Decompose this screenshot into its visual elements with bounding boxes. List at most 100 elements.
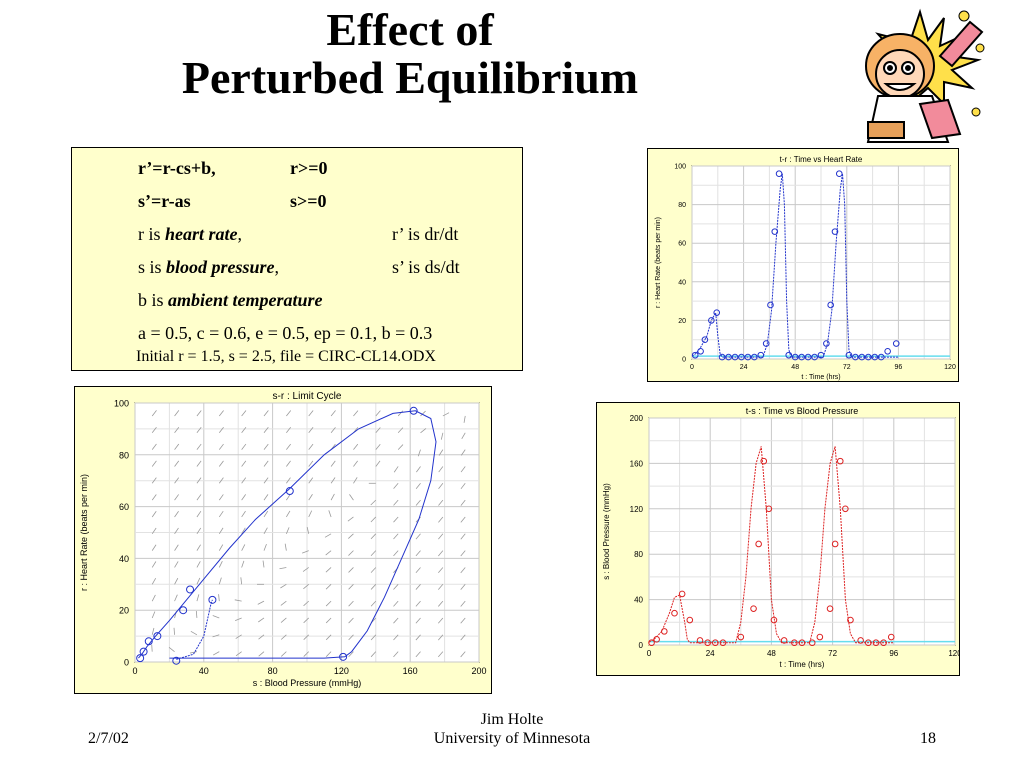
limit-cycle-chart-panel: s-r : Limit Cycle 0 40 80 120 160 200 0 20 40 60 80… [74,386,492,694]
limit-cycle-direction-field-arrow [303,617,309,624]
limit-cycle-data-point [285,487,294,496]
blood-pressure-data-point [831,540,839,548]
heart-rate-y-axis-label: r : Heart Rate (beats per min) [655,217,662,308]
heart-rate-y-tick-label: 80 [678,202,686,209]
heart-rate-data-point [697,347,704,355]
scientist-explosion-cartoon-icon [865,8,985,143]
limit-cycle-data-point [139,647,148,656]
blood-pressure-data-point [780,637,788,644]
limit-cycle-direction-field-arrow [463,415,466,423]
limit-cycle-direction-field-arrow [280,583,287,589]
blood-pressure-chart-panel: t-s : Time vs Blood Pressure 0 24 48 72 96 12 0… [596,402,962,676]
limit-cycle-direction-field-arrow [218,410,224,417]
limit-cycle-direction-field-arrow [325,550,332,556]
limit-cycle-direction-field-arrow [308,427,314,434]
limit-cycle-direction-field-arrow [348,600,354,607]
heart-rate-data-point [775,170,783,178]
heart-rate-x-tick-label: 24 [740,364,748,371]
heart-rate-data-point [845,351,853,359]
limit-cycle-direction-field-arrow [263,510,269,518]
limit-cycle-direction-field-arrow [393,550,399,557]
heart-rate-data-point [831,228,839,235]
limit-cycle-direction-field-arrow [347,516,354,522]
heart-rate-data-point [701,336,709,343]
heart-rate-data-point [865,353,872,361]
limit-cycle-direction-field-arrow [393,600,399,607]
limit-cycle-direction-field-arrow [280,617,287,623]
limit-cycle-direction-field-arrow [151,460,157,467]
limit-cycle-direction-field-arrow [286,477,291,484]
limit-cycle-direction-field-arrow [415,550,421,557]
limit-cycle-direction-field-arrow [416,466,421,473]
limit-cycle-direction-field-arrow [212,651,220,656]
limit-cycle-direction-field-arrow [420,410,426,417]
limit-cycle-direction-field-arrow [415,499,421,506]
heart-rate-data-point [744,353,752,361]
blood-pressure-y-tick-label: 40 [634,596,643,605]
limit-cycle-direction-field-arrow [234,599,242,602]
limit-cycle-direction-field-arrow [174,527,179,535]
blood-pressure-data-point [686,616,694,624]
limit-cycle-direction-field-arrow [241,494,246,501]
blood-pressure-chart: t-s : Time vs Blood Pressure 0 24 48 72 96 12 0… [602,406,962,669]
limit-cycle-direction-field-arrow [420,428,427,434]
limit-cycle-direction-field-arrow [218,561,223,568]
limit-cycle-direction-field-arrow [308,494,313,501]
limit-cycle-direction-field-arrow [460,584,466,590]
limit-cycle-direction-field-arrow [330,427,336,434]
blood-pressure-y-axis-label: s : Blood Pressure (mmHg) [602,483,611,580]
blood-pressure-data-point [836,457,844,465]
footer-institution: University of Minnesota [433,730,591,747]
limit-cycle-direction-field-arrow [190,630,198,636]
limit-cycle-direction-field-arrow [393,617,399,624]
limit-cycle-direction-field-arrow [393,533,399,540]
heart-rate-data-point [884,347,891,355]
limit-cycle-direction-field-arrow [438,449,444,456]
limit-cycle-direction-field-arrow [151,561,157,568]
limit-cycle-direction-field-arrow [284,543,287,551]
limit-cycle-data-point [339,652,348,661]
limit-cycle-title: s-r : Limit Cycle [273,391,342,402]
limit-cycle-direction-field-arrow [196,460,202,467]
limit-cycle-direction-field-arrow [151,544,157,551]
limit-cycle-direction-field-arrow [174,477,180,484]
heart-rate-x-tick-label: 72 [843,364,851,371]
limit-cycle-direction-field-arrow [174,594,178,602]
limit-cycle-direction-field-arrow [348,567,354,573]
blood-pressure-y-tick-label: 0 [639,641,644,650]
limit-cycle-direction-field-arrow [151,426,157,434]
blood-pressure-y-tick-label: 120 [630,505,644,514]
definition-b: b is ambient temperature [138,290,323,310]
limit-cycle-direction-field-arrow [415,533,421,540]
blood-pressure-data-point [816,633,824,641]
limit-cycle-direction-field-arrow [262,560,265,568]
blood-pressure-data-point [696,637,704,644]
heart-rate-y-tick-label: 40 [678,279,686,286]
limit-cycle-direction-field-arrow [174,443,180,450]
limit-cycle-direction-field-arrow [280,634,287,640]
limit-cycle-direction-field-arrow [196,561,201,568]
limit-cycle-direction-field-arrow [241,544,246,551]
limit-cycle-direction-field-arrow [218,460,224,467]
blood-pressure-title: t-s : Time vs Blood Pressure [746,406,859,416]
limit-cycle-direction-field-arrow [263,543,267,551]
limit-cycle-direction-field-arrow [286,460,291,467]
limit-cycle-direction-field-arrow [438,483,444,490]
initial-conditions: Initial r = 1.5, s = 2.5, file = CIRC-CL… [136,348,436,365]
limit-cycle-direction-field-arrow [303,583,309,590]
limit-cycle-direction-field-arrow [415,617,421,624]
heart-rate-title: t-r : Time vs Heart Rate [780,155,863,164]
definition-s-prime: s’ is ds/dt [392,257,460,277]
limit-cycle-direction-field-arrow [438,499,444,506]
blood-pressure-data-point [653,636,660,643]
limit-cycle-x-tick-label: 0 [132,666,137,676]
heart-rate-data-point [852,353,859,361]
limit-cycle-direction-field-arrow [218,443,224,450]
limit-cycle-direction-field-arrow [212,634,220,638]
limit-cycle-direction-field-arrow [218,427,224,434]
limit-cycle-direction-field-arrow [303,600,309,607]
limit-cycle-direction-field-arrow [151,627,155,635]
limit-cycle-direction-field-arrow [370,634,377,641]
limit-cycle-direction-field-arrow [353,443,359,450]
limit-cycle-direction-field-arrow [375,443,381,450]
